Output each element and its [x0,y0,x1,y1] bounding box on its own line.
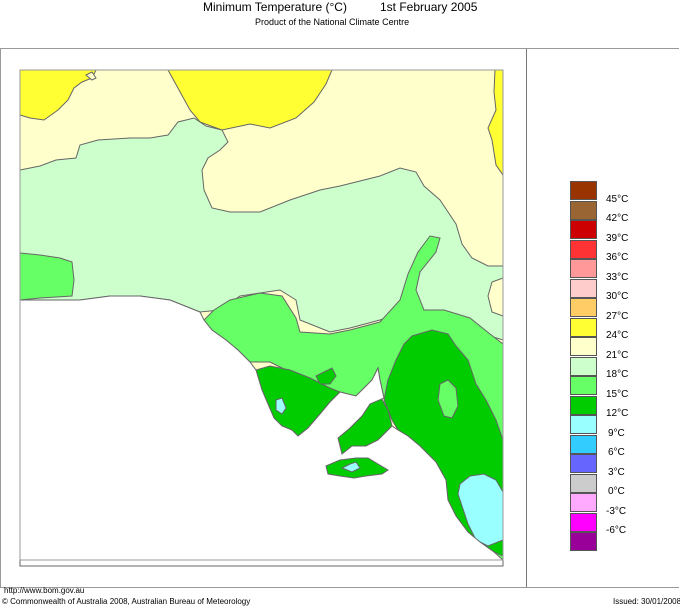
legend-swatch [570,298,597,317]
legend-label: -3°C [606,506,627,517]
legend-swatch [570,259,597,278]
legend-swatch [570,337,597,356]
legend-swatch [570,200,597,220]
map-frame [0,48,679,588]
legend-label: 36°C [606,252,629,263]
legend-label: 9°C [608,428,625,439]
legend-label: 30°C [606,291,629,302]
legend-swatch [570,239,597,259]
legend-label: 6°C [608,447,625,458]
legend-label: 12°C [606,408,629,419]
legend-label: 15°C [606,389,629,400]
issued-date: Issued: 30/01/2008 [613,597,680,606]
legend-divider [526,49,527,587]
legend-swatch [570,512,597,532]
legend-swatch [570,493,597,512]
map-subtitle: Product of the National Climate Centre [255,17,410,27]
map-date: 1st February 2005 [380,0,478,14]
legend-label: 0°C [608,486,625,497]
legend-swatch [570,395,597,415]
legend-swatch [570,415,597,434]
legend-swatch [570,376,597,395]
legend-label: 42°C [606,213,629,224]
legend-swatch [570,454,597,473]
copyright-notice: © Commonwealth of Australia 2008, Austra… [2,597,251,606]
legend-swatch [570,220,597,239]
chart-header: Minimum Temperature (°C) 1st February 20… [0,0,680,40]
legend-label: 27°C [606,311,629,322]
legend-swatch [570,278,597,298]
legend-label: 18°C [606,369,629,380]
legend-label: 24°C [606,330,629,341]
legend-label: 33°C [606,272,629,283]
legend-swatch [570,181,597,200]
legend-label: 45°C [606,194,629,205]
legend-label: 39°C [606,233,629,244]
source-url: http://www.bom.gov.au [4,586,85,595]
legend-swatch [570,434,597,454]
legend-swatch [570,532,597,551]
legend-label: 21°C [606,350,629,361]
legend-swatch [570,356,597,376]
legend-swatch [570,473,597,493]
map-title: Minimum Temperature (°C) [203,0,347,14]
legend-label: -6°C [606,525,627,536]
legend-swatch [570,317,597,337]
legend-label: 3°C [608,467,625,478]
